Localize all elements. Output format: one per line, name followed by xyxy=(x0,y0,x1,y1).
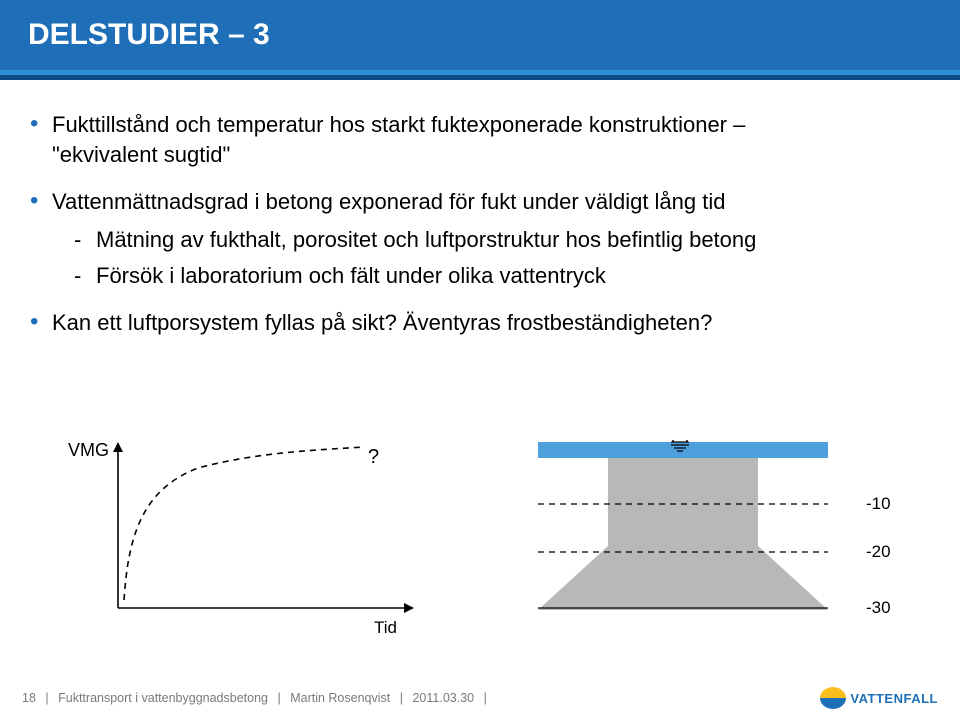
content-area: Fukttillstånd och temperatur hos starkt … xyxy=(30,110,930,356)
depth-label-10: -10 xyxy=(866,494,891,514)
vattenfall-logo: VATTENFALL xyxy=(820,687,938,709)
bullet-2: Vattenmättnadsgrad i betong exponerad fö… xyxy=(30,187,930,290)
water-surface xyxy=(538,442,828,458)
diagram-row: VMG ? Tid -10 -20 xyxy=(68,440,908,650)
y-axis-arrow xyxy=(113,442,123,452)
cross-section xyxy=(538,440,828,610)
page-title: DELSTUDIER – 3 xyxy=(28,18,270,52)
footer-page: 18 xyxy=(22,691,36,705)
depth-label-20: -20 xyxy=(866,542,891,562)
bullet-3: Kan ett luftporsystem fyllas på sikt? Äv… xyxy=(30,308,930,338)
bullet-2-subs: Mätning av fukthalt, porositet och luftp… xyxy=(52,225,930,290)
bullet-list: Fukttillstånd och temperatur hos starkt … xyxy=(30,110,930,338)
footer-bar: 18 | Fukttransport i vattenbyggnadsbeton… xyxy=(0,681,960,715)
footer-title: Fukttransport i vattenbyggnadsbetong xyxy=(58,691,268,705)
vmg-chart xyxy=(113,442,414,613)
bullet-2-sub-1: Mätning av fukthalt, porositet och luftp… xyxy=(52,225,930,255)
header-accent xyxy=(0,70,960,80)
footer-sep-2: | xyxy=(277,691,280,705)
header-bar: DELSTUDIER – 3 xyxy=(0,0,960,70)
bullet-2-sub-2: Försök i laboratorium och fält under oli… xyxy=(52,261,930,291)
footer-sep-4: | xyxy=(484,691,487,705)
bullet-3-text: Kan ett luftporsystem fyllas på sikt? Äv… xyxy=(52,310,712,335)
x-axis-arrow xyxy=(404,603,414,613)
depth-label-30: -30 xyxy=(866,598,891,618)
footer-author: Martin Rosenqvist xyxy=(290,691,390,705)
footer-text: 18 | Fukttransport i vattenbyggnadsbeton… xyxy=(22,691,493,705)
concrete-shape xyxy=(538,458,828,610)
footer-sep-1: | xyxy=(45,691,48,705)
bullet-1-text: Fukttillstånd och temperatur hos starkt … xyxy=(52,112,745,137)
diagram-svg xyxy=(68,440,908,650)
logo-text: VATTENFALL xyxy=(850,691,938,706)
bullet-1: Fukttillstånd och temperatur hos starkt … xyxy=(30,110,930,169)
footer-sep-3: | xyxy=(400,691,403,705)
bullet-2-text: Vattenmättnadsgrad i betong exponerad fö… xyxy=(52,189,725,214)
vmg-curve xyxy=(124,447,364,600)
footer-date: 2011.03.30 xyxy=(412,691,474,705)
logo-icon xyxy=(820,687,846,709)
bullet-1-quote: "ekvivalent sugtid" xyxy=(52,142,230,167)
